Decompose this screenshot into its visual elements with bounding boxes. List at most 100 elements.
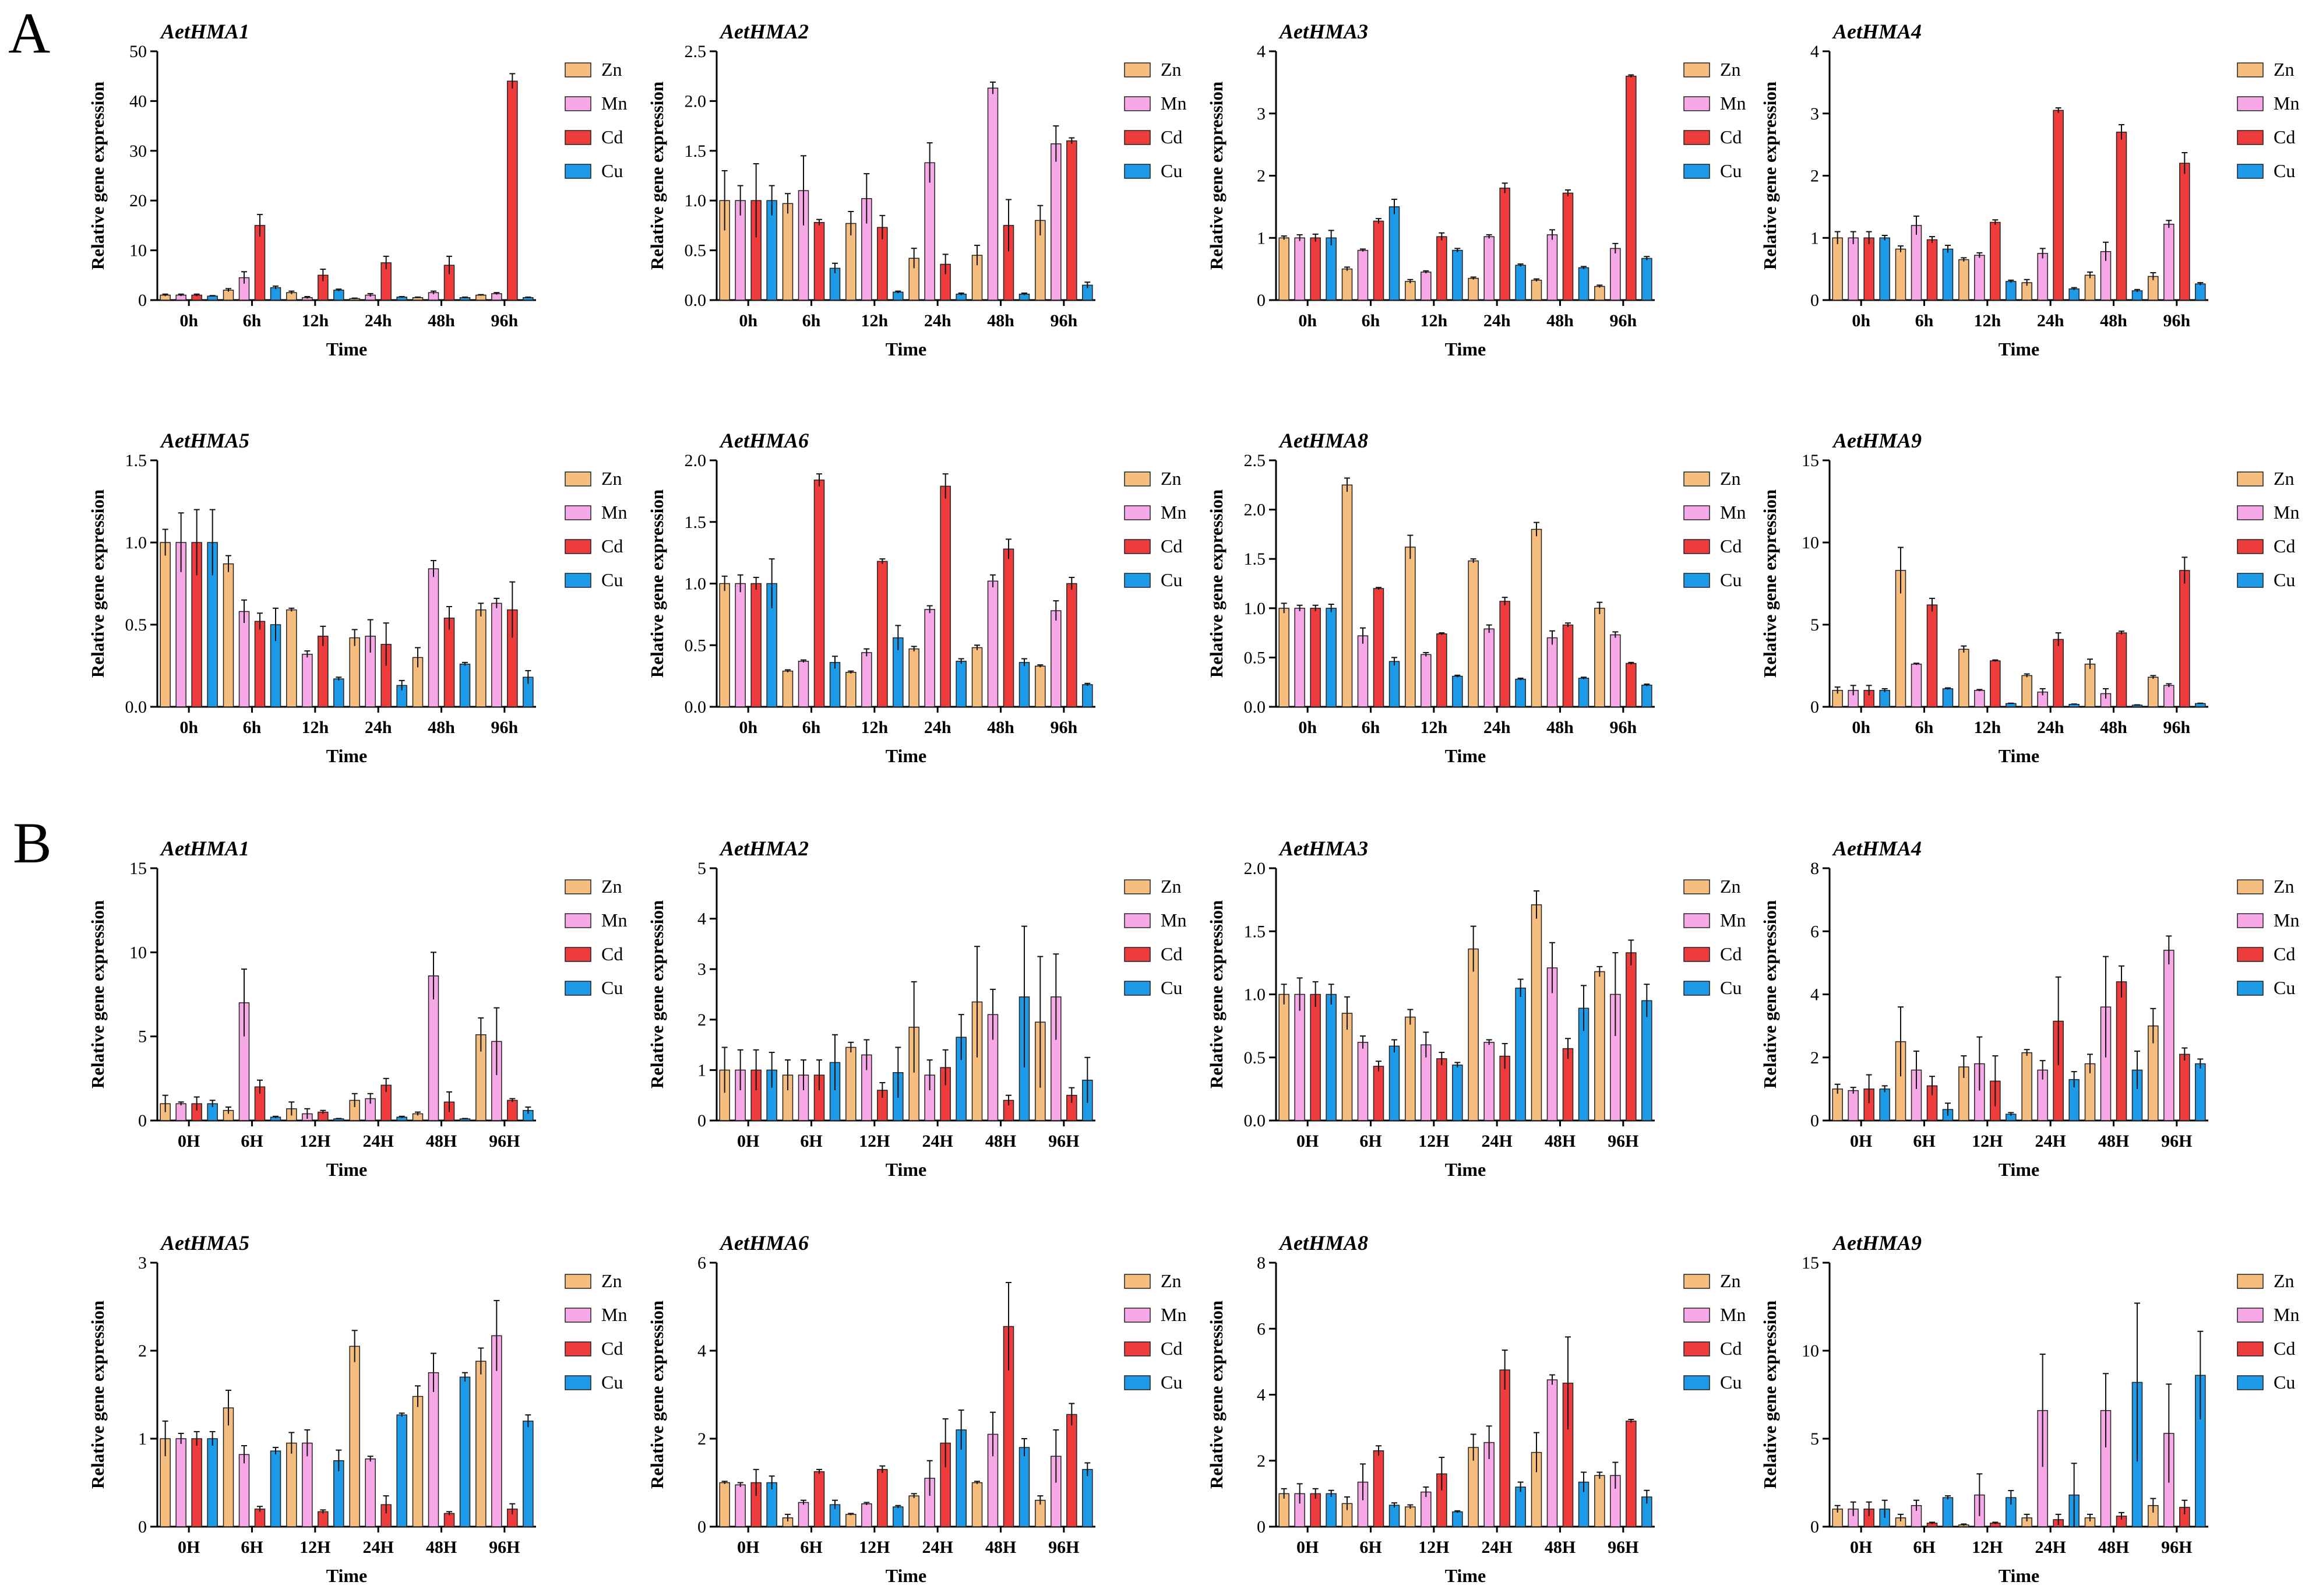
bar-cd [254,621,266,707]
bar-mn [1610,248,1621,301]
chart-title: AetHMA3 [1278,20,1368,43]
y-tick-label: 1.5 [685,142,707,161]
x-tick-label: 24h [1483,718,1511,737]
x-tick-label: 48H [985,1132,1016,1151]
x-tick-label: 48H [426,1538,457,1557]
x-tick-label: 12H [859,1538,890,1557]
legend-swatch-zn [1124,471,1151,487]
bar-cd [507,80,518,301]
bar-cd [1436,1058,1447,1121]
x-tick-label: 24H [362,1132,393,1151]
x-axis-label: Time [1999,1565,2040,1586]
bar-cu [1388,1045,1400,1121]
bar-cd [1626,663,1637,707]
x-tick-label: 12H [1972,1132,2003,1151]
bar-cd [1562,1048,1574,1121]
chart-a-aethma6: AetHMA6 Relative gene expression 0.0 0.5 1.0… [647,429,1186,766]
x-axis-label: Time [1445,745,1486,766]
x-tick-label: 96h [1609,311,1637,330]
bar-cu [1942,248,1954,301]
y-tick-label: 2.5 [685,42,707,61]
legend-swatch-zn [1683,471,1710,487]
legend-swatch-zn [2237,1274,2264,1289]
legend-label-cd: Cd [2274,535,2295,556]
bar-zn [1832,237,1843,301]
legend-swatch-cd [1124,539,1151,554]
bar-cd [1310,993,1321,1121]
y-axis-label: Relative gene expression [1760,82,1780,270]
legend-label-zn: Zn [1161,468,1182,489]
y-tick-label: 3 [1810,104,1819,124]
legend-label-mn: Mn [601,1304,627,1325]
bar-mn [238,611,250,707]
legend-swatch-mn [565,505,591,520]
bar-mn [1546,637,1558,707]
bar-cu [2006,281,2017,301]
x-tick-label: 6h [802,311,821,330]
bar-cu [396,1414,407,1527]
y-tick-label: 1.0 [685,191,707,210]
bar-zn [1594,286,1605,301]
y-tick-label: 1.5 [1244,549,1266,569]
bar-zn [2021,1052,2032,1121]
legend-label-mn: Mn [1161,1304,1186,1325]
y-tick-label: 2 [697,1429,706,1449]
bar-cu [1452,249,1463,301]
chart-title: AetHMA4 [1832,837,1922,860]
bar-zn [845,672,857,707]
x-tick-label: 0H [737,1132,759,1151]
legend-swatch-cu [1124,164,1151,179]
chart-b-aethma1: AetHMA1 Relative gene expression 0 5 10 15 0H 6… [87,837,627,1180]
bar-cu [1515,678,1526,707]
legend-label-cd: Cd [601,126,623,147]
x-tick-label: 12h [1973,718,2001,737]
legend-swatch-zn [565,879,591,894]
legend-label-cd: Cd [601,535,623,556]
bar-cd [1373,588,1384,707]
bar-mn [1546,1379,1558,1527]
chart-b-aethma4: AetHMA4 Relative gene expression 0 2 4 6 8 0H 6H… [1760,837,2299,1180]
chart-b-aethma2: AetHMA2 Relative gene expression 0 1 2 3 4 5 0H 6… [647,837,1186,1180]
bar-zn [2148,677,2159,707]
bar-cd [940,485,951,707]
legend-swatch-zn [1124,62,1151,77]
y-tick-label: 0 [1810,1517,1819,1537]
x-tick-label: 24H [1481,1538,1512,1557]
bar-mn [861,1503,872,1527]
x-tick-label: 24h [2037,718,2064,737]
bar-cu [1879,690,1890,707]
bar-cu [1641,258,1652,301]
bar-cu [1388,206,1400,301]
x-tick-label: 96h [491,311,518,330]
x-tick-label: 24h [1483,311,1511,330]
legend-swatch-cd [1683,947,1710,962]
legend-label-cd: Cd [1720,535,1742,556]
x-tick-label: 96H [2161,1538,2192,1557]
x-tick-label: 48h [2100,718,2127,737]
x-tick-label: 48h [1546,311,1574,330]
bar-cd [1499,1369,1510,1527]
legend-label-cu: Cu [2274,1372,2295,1393]
x-tick-label: 48h [1546,718,1574,737]
bar-cu [207,295,218,301]
legend-swatch-zn [565,471,591,487]
bar-zn [1958,259,1969,301]
legend-swatch-zn [1683,1274,1710,1289]
bar-cd [443,617,455,707]
bar-cd [1373,1450,1384,1527]
bar-mn [2163,224,2174,301]
legend-swatch-mn [2237,505,2264,520]
x-tick-label: 0H [1296,1538,1319,1557]
legend-label-zn: Zn [2274,59,2295,80]
bar-cu [1641,685,1652,707]
legend-swatch-cd [1683,130,1710,145]
panel-label-a: A [8,1,50,65]
bar-cd [1926,604,1938,707]
x-tick-label: 0h [1298,718,1317,737]
legend-swatch-cu [565,1375,591,1390]
legend-swatch-zn [2237,471,2264,487]
legend-swatch-mn [1124,1308,1151,1323]
legend-label-cu: Cu [601,569,623,590]
y-tick-label: 1 [697,1061,706,1080]
